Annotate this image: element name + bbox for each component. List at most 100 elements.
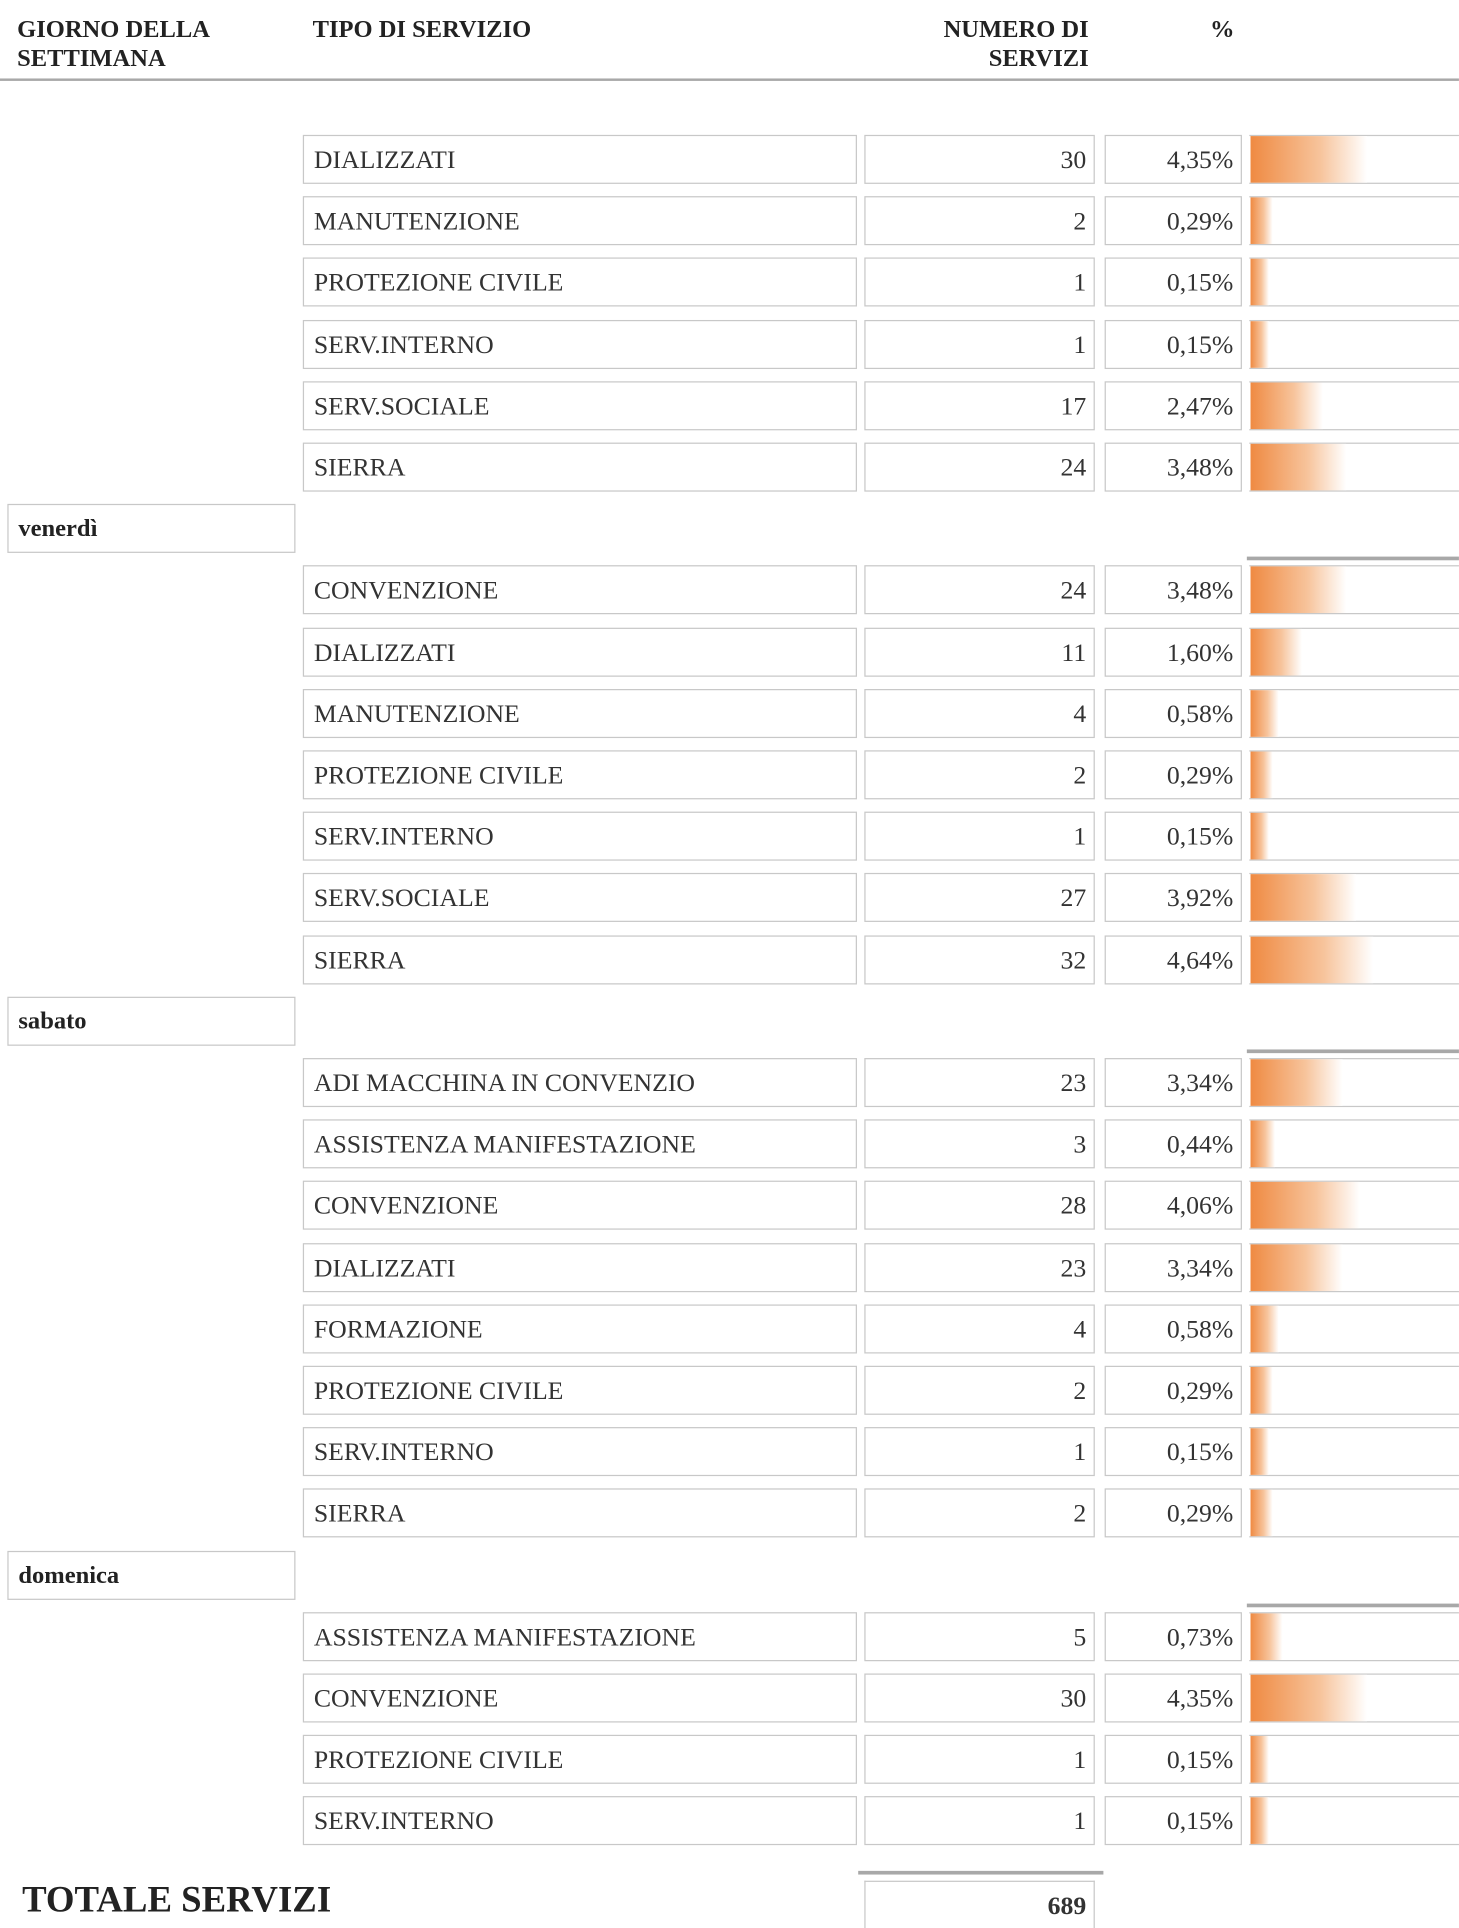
service-count: 23 <box>864 1242 1095 1292</box>
day-label: sabato <box>7 996 296 1046</box>
service-type: ADI MACCHINA IN CONVENZIO <box>302 1058 857 1108</box>
service-percent: 3,34% <box>1104 1242 1242 1292</box>
service-type: DIALIZZATI <box>302 627 857 677</box>
header-type: TIPO DI SERVIZIO <box>312 15 532 43</box>
bar-cell <box>1249 1673 1459 1723</box>
header-count: NUMERO DI SERVIZI <box>943 15 1089 73</box>
service-count: 2 <box>864 750 1095 800</box>
service-type: SIERRA <box>302 1488 857 1538</box>
header-day: GIORNO DELLA SETTIMANA <box>17 15 209 73</box>
service-percent: 0,58% <box>1104 1304 1242 1354</box>
bar-cell <box>1249 1427 1459 1477</box>
percent-bar <box>1250 1243 1344 1291</box>
percent-bar <box>1250 443 1347 491</box>
service-type: SERV.INTERNO <box>302 319 857 369</box>
bar-cell <box>1249 1488 1459 1538</box>
service-percent: 3,92% <box>1104 873 1242 923</box>
service-count: 30 <box>864 134 1095 184</box>
service-percent: 0,58% <box>1104 688 1242 738</box>
bar-cell <box>1249 1735 1459 1785</box>
percent-bar <box>1250 813 1269 860</box>
service-percent: 0,29% <box>1104 750 1242 800</box>
service-type: PROTEZIONE CIVILE <box>302 1735 857 1785</box>
percent-bar <box>1250 382 1323 429</box>
percent-bar <box>1250 751 1272 799</box>
percent-bar <box>1250 874 1357 922</box>
service-count: 30 <box>864 1673 1095 1723</box>
bar-cell <box>1249 381 1459 431</box>
service-type: PROTEZIONE CIVILE <box>302 1365 857 1415</box>
service-type: DIALIZZATI <box>302 134 857 184</box>
service-percent: 0,44% <box>1104 1119 1242 1169</box>
bar-cell <box>1249 688 1459 738</box>
service-type: DIALIZZATI <box>302 1242 857 1292</box>
service-count: 32 <box>864 934 1095 984</box>
service-count: 24 <box>864 565 1095 615</box>
total-value: 689 <box>864 1880 1095 1928</box>
total-rule <box>858 1870 1104 1875</box>
service-type: MANUTENZIONE <box>302 688 857 738</box>
service-type: ASSISTENZA MANIFESTAZIONE <box>302 1611 857 1661</box>
bar-cell <box>1249 134 1459 184</box>
service-percent: 0,15% <box>1104 1427 1242 1477</box>
service-percent: 0,15% <box>1104 811 1242 861</box>
service-count: 1 <box>864 257 1095 307</box>
service-type: SIERRA <box>302 442 857 492</box>
percent-bar <box>1250 136 1367 183</box>
service-count: 28 <box>864 1181 1095 1231</box>
service-type: SIERRA <box>302 934 857 984</box>
service-type: SERV.SOCIALE <box>302 381 857 431</box>
service-type: CONVENZIONE <box>302 565 857 615</box>
bar-cell <box>1249 1119 1459 1169</box>
percent-bar <box>1250 1674 1367 1722</box>
percent-bar <box>1250 1120 1276 1168</box>
percent-bar <box>1250 1613 1283 1660</box>
service-count: 4 <box>864 688 1095 738</box>
service-percent: 0,73% <box>1104 1611 1242 1661</box>
percent-bar <box>1250 259 1269 306</box>
service-percent: 0,15% <box>1104 257 1242 307</box>
service-type: SERV.INTERNO <box>302 1796 857 1846</box>
bar-cell <box>1249 1796 1459 1846</box>
service-type: CONVENZIONE <box>302 1673 857 1723</box>
service-type: SERV.INTERNO <box>302 811 857 861</box>
bar-cell <box>1249 1058 1459 1108</box>
service-percent: 0,29% <box>1104 1365 1242 1415</box>
service-count: 17 <box>864 381 1095 431</box>
group-rule <box>1246 1049 1459 1054</box>
percent-bar <box>1250 936 1374 983</box>
percent-bar <box>1250 1428 1269 1476</box>
service-type: SERV.INTERNO <box>302 1427 857 1477</box>
service-count: 24 <box>864 442 1095 492</box>
service-count: 5 <box>864 1611 1095 1661</box>
service-count: 2 <box>864 196 1095 246</box>
service-percent: 0,29% <box>1104 196 1242 246</box>
percent-bar <box>1250 1797 1269 1845</box>
percent-bar <box>1250 1305 1279 1353</box>
service-count: 1 <box>864 1735 1095 1785</box>
service-type: ASSISTENZA MANIFESTAZIONE <box>302 1119 857 1169</box>
service-count: 11 <box>864 627 1095 677</box>
percent-bar <box>1250 1366 1272 1414</box>
day-label: domenica <box>7 1550 296 1600</box>
service-percent: 0,29% <box>1104 1488 1242 1538</box>
service-type: SERV.SOCIALE <box>302 873 857 923</box>
bar-cell <box>1249 873 1459 923</box>
bar-cell <box>1249 319 1459 369</box>
percent-bar <box>1250 1059 1344 1106</box>
bar-cell <box>1249 750 1459 800</box>
bar-cell <box>1249 1181 1459 1231</box>
service-type: CONVENZIONE <box>302 1181 857 1231</box>
bar-cell <box>1249 565 1459 615</box>
service-percent: 3,48% <box>1104 442 1242 492</box>
bar-cell <box>1249 442 1459 492</box>
bar-cell <box>1249 811 1459 861</box>
bar-cell <box>1249 1242 1459 1292</box>
percent-bar <box>1250 320 1269 368</box>
percent-bar <box>1250 1182 1360 1229</box>
service-percent: 4,64% <box>1104 934 1242 984</box>
service-percent: 3,48% <box>1104 565 1242 615</box>
service-percent: 4,35% <box>1104 134 1242 184</box>
group-rule <box>1246 557 1459 561</box>
